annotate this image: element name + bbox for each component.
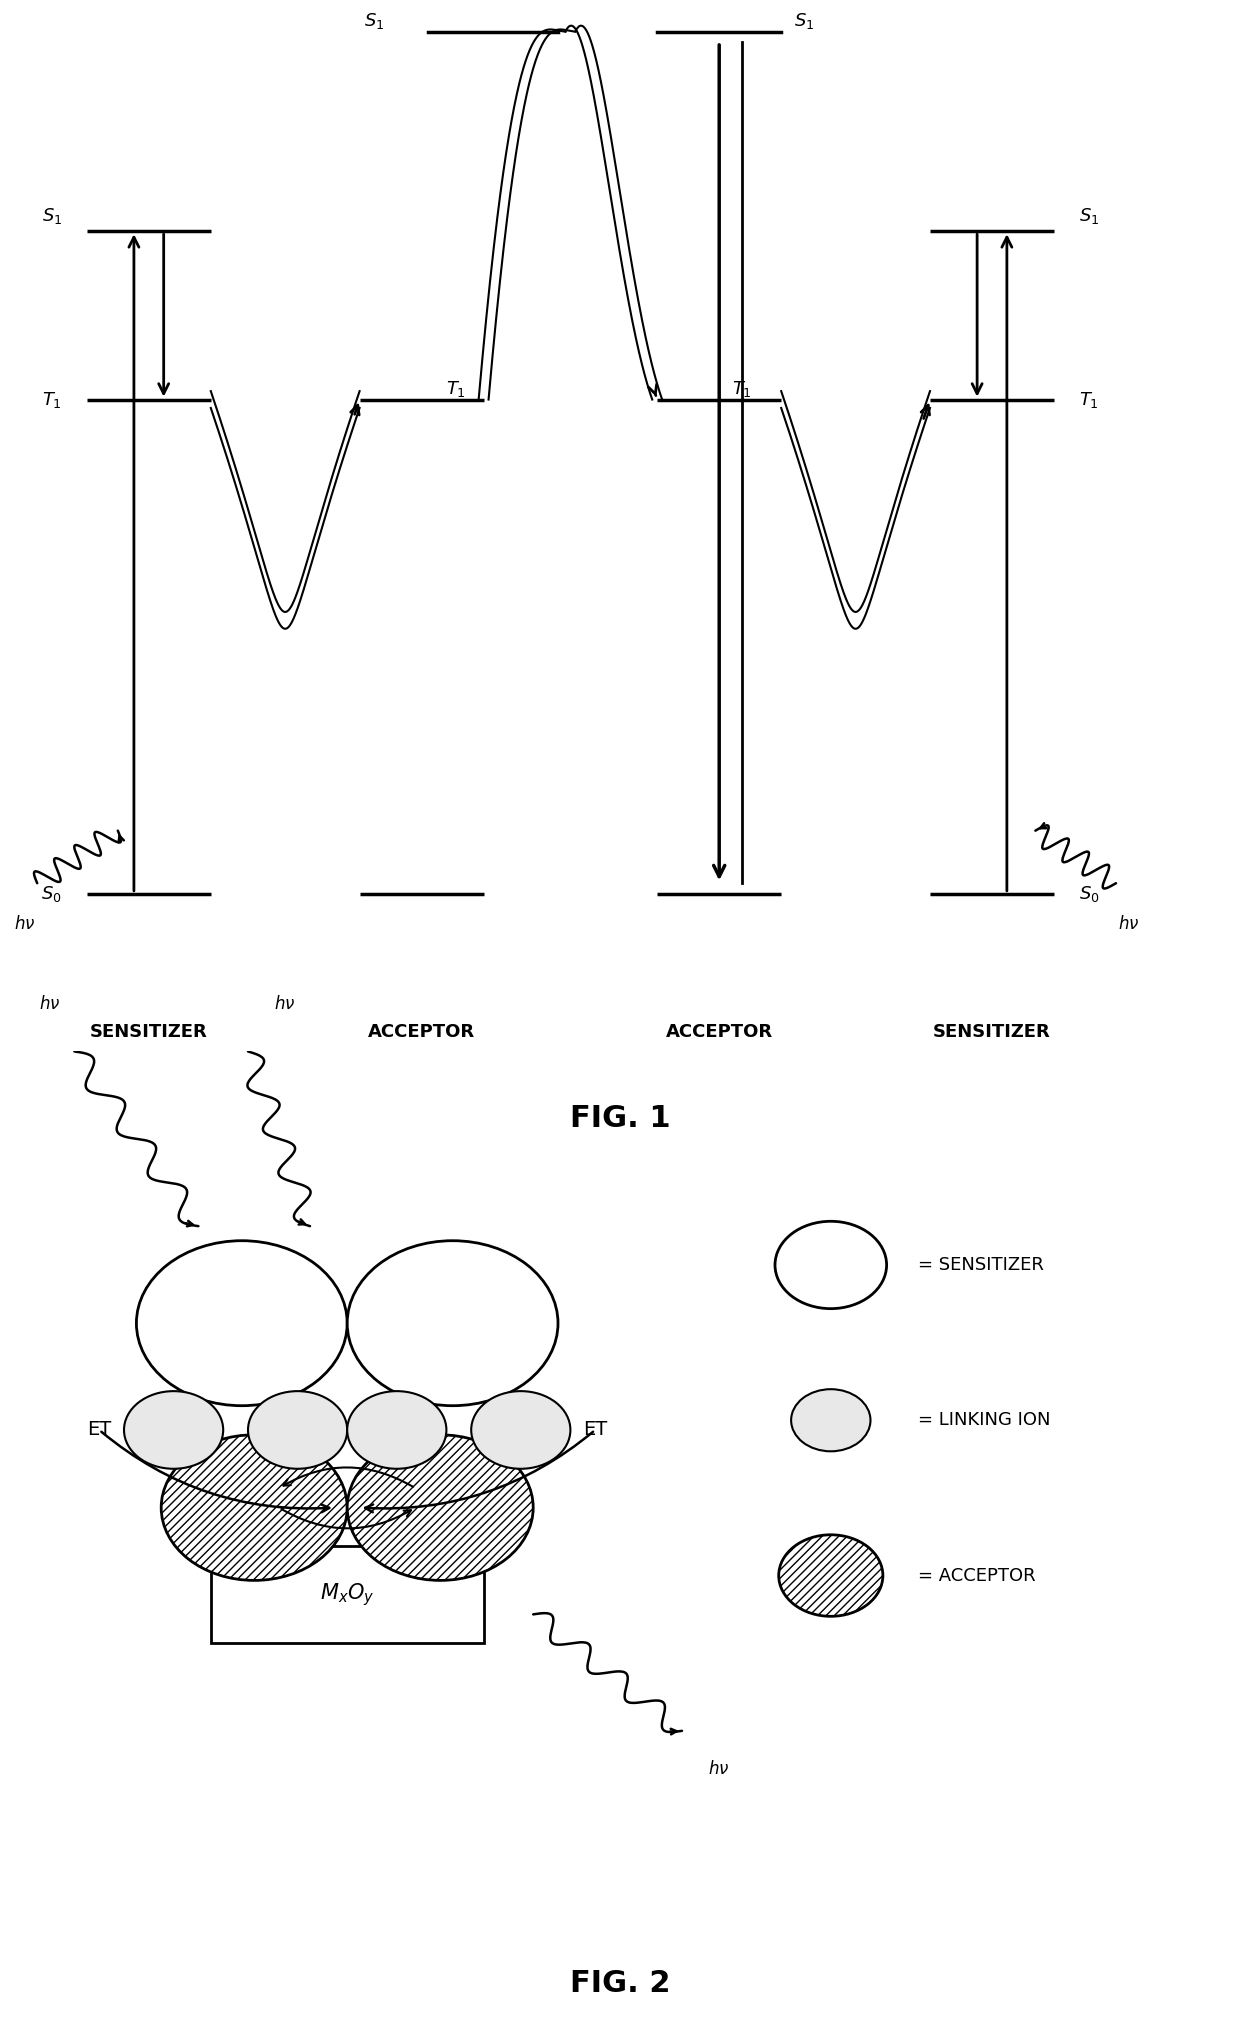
Text: ET: ET bbox=[87, 1421, 112, 1440]
Text: $S_0$: $S_0$ bbox=[41, 884, 62, 904]
Text: $S_1$: $S_1$ bbox=[365, 10, 384, 30]
Text: = ACCEPTOR: = ACCEPTOR bbox=[918, 1567, 1035, 1585]
Text: $T_1$: $T_1$ bbox=[1079, 390, 1099, 410]
Text: ACCEPTOR: ACCEPTOR bbox=[666, 1023, 773, 1041]
Text: ACCEPTOR: ACCEPTOR bbox=[368, 1023, 475, 1041]
Text: FIG. 1: FIG. 1 bbox=[569, 1104, 671, 1132]
Text: $S_1$: $S_1$ bbox=[794, 10, 813, 30]
Circle shape bbox=[347, 1391, 446, 1468]
Text: = SENSITIZER: = SENSITIZER bbox=[918, 1256, 1044, 1274]
Circle shape bbox=[248, 1391, 347, 1468]
Text: $h\nu$: $h\nu$ bbox=[274, 995, 296, 1013]
Text: = LINKING ION: = LINKING ION bbox=[918, 1411, 1050, 1430]
Text: SENSITIZER: SENSITIZER bbox=[91, 1023, 207, 1041]
Circle shape bbox=[124, 1391, 223, 1468]
Text: $S_1$: $S_1$ bbox=[1079, 206, 1099, 226]
Text: $T_1$: $T_1$ bbox=[446, 378, 466, 398]
Text: $h\nu$: $h\nu$ bbox=[708, 1759, 730, 1777]
Text: ET: ET bbox=[583, 1421, 608, 1440]
Text: FIG. 2: FIG. 2 bbox=[569, 1969, 671, 1998]
FancyBboxPatch shape bbox=[211, 1547, 484, 1644]
Circle shape bbox=[347, 1242, 558, 1405]
Circle shape bbox=[347, 1436, 533, 1581]
Text: $h\nu$: $h\nu$ bbox=[14, 914, 36, 932]
Circle shape bbox=[791, 1389, 870, 1452]
Circle shape bbox=[471, 1391, 570, 1468]
Text: $S_0$: $S_0$ bbox=[1079, 884, 1100, 904]
Text: $T_1$: $T_1$ bbox=[732, 378, 751, 398]
Text: SENSITIZER: SENSITIZER bbox=[934, 1023, 1050, 1041]
Text: $h\nu$: $h\nu$ bbox=[1117, 914, 1140, 932]
Text: $h\nu$: $h\nu$ bbox=[38, 995, 61, 1013]
Circle shape bbox=[779, 1535, 883, 1616]
Text: $T_1$: $T_1$ bbox=[42, 390, 62, 410]
Text: $M_xO_y$: $M_xO_y$ bbox=[320, 1581, 374, 1607]
Circle shape bbox=[161, 1436, 347, 1581]
Text: $S_1$: $S_1$ bbox=[42, 206, 62, 226]
Circle shape bbox=[136, 1242, 347, 1405]
Circle shape bbox=[775, 1221, 887, 1308]
